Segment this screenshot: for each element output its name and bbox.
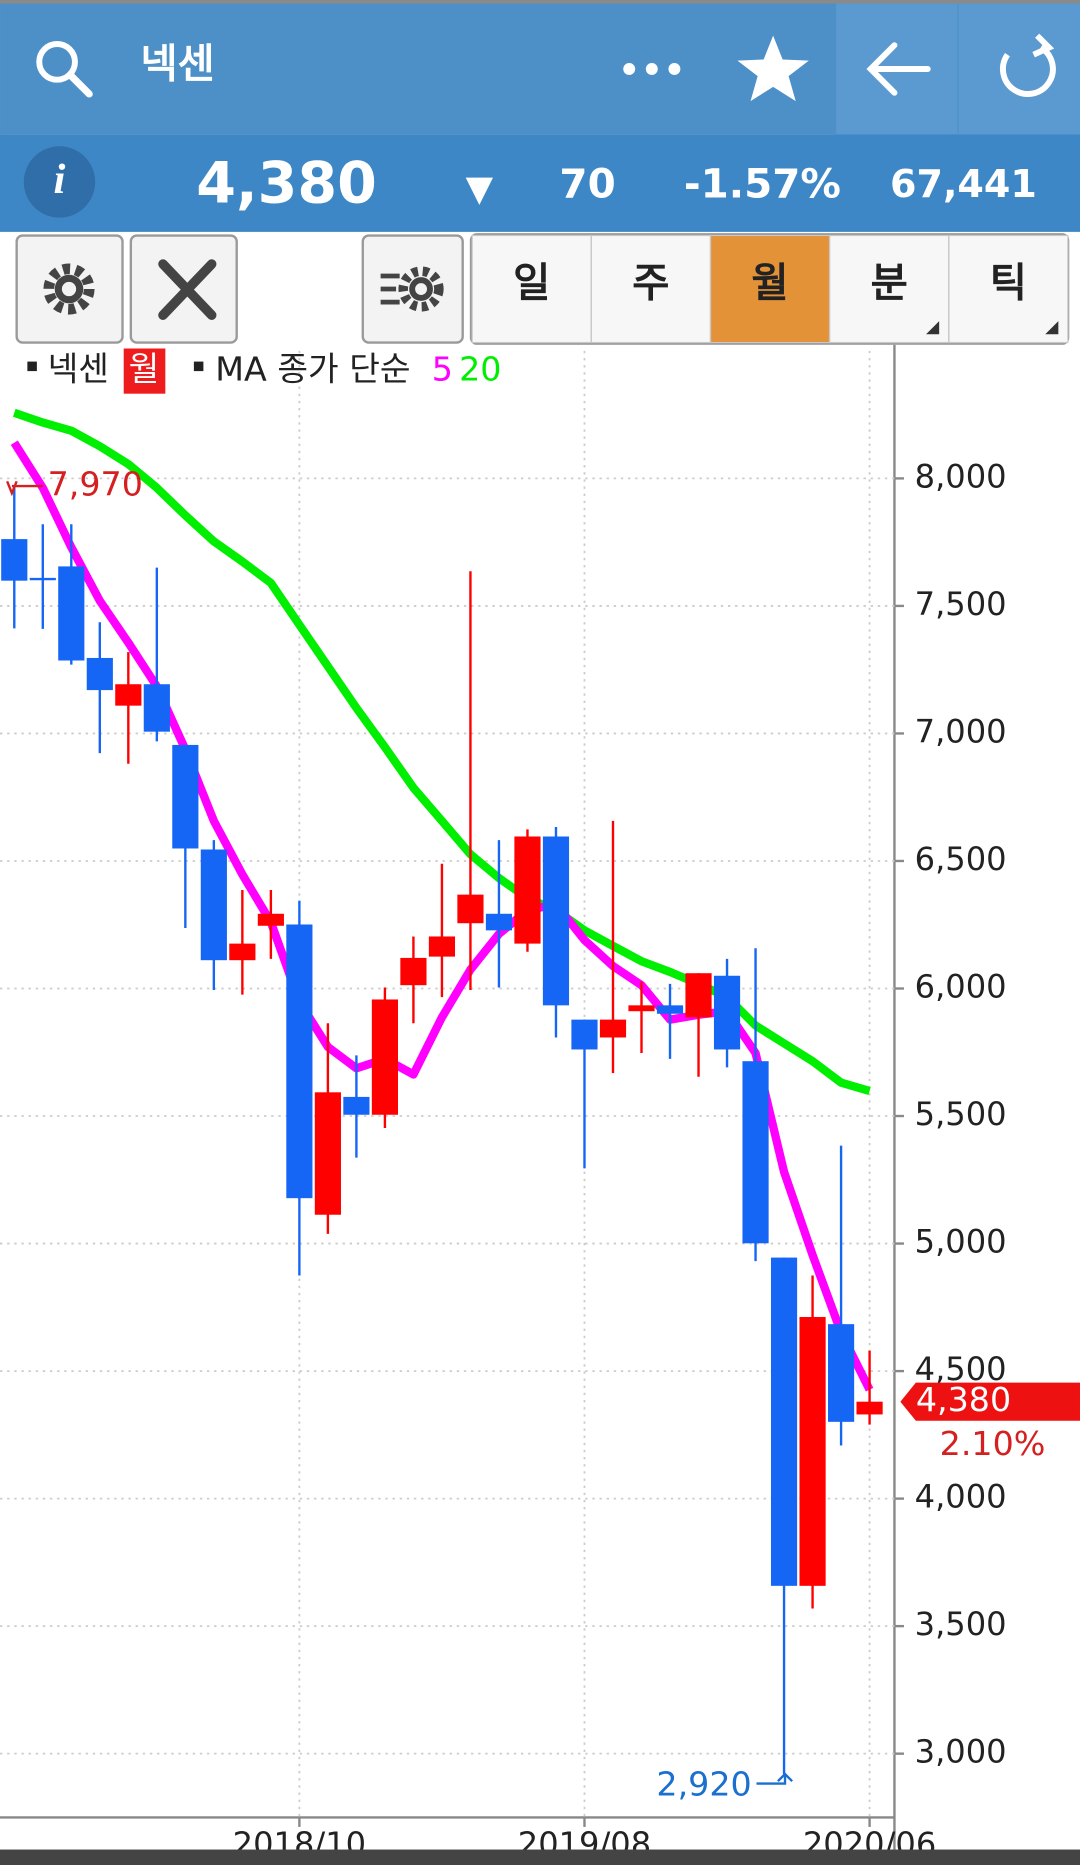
tab-label[interactable]: 분: [871, 258, 908, 306]
candle-body: [457, 894, 484, 924]
candle-body: [371, 999, 398, 1115]
y-tick-label: 3,500: [915, 1605, 1007, 1643]
more-button[interactable]: [623, 63, 681, 75]
candle-body: [827, 1324, 855, 1422]
change-sign: ▼: [466, 168, 494, 209]
candle-body: [656, 1005, 684, 1014]
y-tick-label: 3,000: [915, 1733, 1007, 1771]
candle-body: [29, 577, 56, 581]
max-label: 7,970: [48, 465, 143, 504]
candle-body: [571, 1019, 598, 1050]
min-label: 2,920: [656, 1764, 751, 1803]
y-tick-label: 7,500: [915, 585, 1007, 623]
tab[interactable]: [471, 234, 592, 344]
candle-body: [229, 943, 256, 961]
last-price-label: 4,380: [916, 1380, 1011, 1419]
last-price-tag: [900, 1382, 1080, 1421]
legend-square: [193, 361, 204, 372]
legend-period: 월: [129, 350, 160, 389]
candle-body: [628, 1005, 655, 1012]
y-tick-label: 6,000: [915, 968, 1007, 1006]
candle-body: [257, 913, 284, 926]
y-tick-label: 8,000: [915, 457, 1007, 495]
favorite-button[interactable]: [737, 35, 809, 102]
y-tick-label: 5,000: [915, 1223, 1007, 1261]
legend-badge: [123, 348, 166, 394]
tab[interactable]: [829, 234, 950, 344]
legend-indicator: MA 종가 단순: [215, 350, 410, 389]
candle-body: [200, 849, 227, 961]
candle-body: [400, 957, 427, 986]
candle-body: [542, 836, 570, 1006]
legend-ma: 20: [459, 350, 501, 389]
candle-body: [172, 744, 199, 849]
y-tick-label: 4,500: [915, 1350, 1007, 1388]
candle-body: [485, 913, 513, 931]
settings-button[interactable]: [15, 234, 124, 344]
candle-body: [86, 657, 113, 691]
change-rate: -1.57%: [684, 160, 841, 208]
quote-bar: [0, 134, 1080, 232]
candle-body: [856, 1401, 883, 1415]
tab[interactable]: [948, 234, 1069, 344]
candle-body: [286, 924, 313, 1199]
tab-label[interactable]: 월: [751, 258, 788, 306]
tab[interactable]: [590, 234, 711, 344]
candle-body: [115, 684, 142, 706]
refresh-arrow: [1032, 33, 1055, 58]
y-tick-label: 5,500: [915, 1095, 1007, 1133]
status-edge: [0, 0, 1080, 4]
tab-label[interactable]: 일: [513, 258, 550, 306]
price: 4,380: [196, 150, 377, 216]
info-button[interactable]: [23, 146, 96, 218]
candle-body: [713, 975, 741, 1050]
info-icon: i: [54, 156, 66, 203]
indicator-button[interactable]: [361, 234, 464, 344]
legend-square: [27, 361, 37, 372]
last-change-label: 2.10%: [940, 1424, 1046, 1463]
candle-body: [742, 1061, 769, 1244]
search-button[interactable]: [36, 41, 93, 98]
bottom-edge: [0, 1849, 1080, 1865]
plot: [1, 408, 883, 1775]
refresh-icon: [1000, 45, 1056, 97]
legend-label: 넥센: [48, 350, 109, 389]
candle-body: [514, 836, 541, 944]
candle-body: [143, 684, 170, 732]
candle-body: [1, 539, 28, 581]
min-arrow: [756, 1772, 793, 1785]
candle-body: [685, 973, 712, 1018]
stock-title[interactable]: 넥센: [140, 40, 214, 88]
candle-body: [770, 1257, 798, 1586]
refresh-button[interactable]: [958, 3, 1080, 135]
y-tick-label: 4,000: [915, 1478, 1007, 1516]
candle-body: [799, 1317, 826, 1586]
tab-label[interactable]: 주: [632, 258, 669, 306]
candle-body: [599, 1019, 627, 1038]
chart: 3,000 3,500 4,000 4,500 5,000 5,500 6,000 6,500…: [0, 344, 1080, 1863]
volume: 67,441: [890, 162, 1037, 206]
candle-body: [314, 1092, 341, 1215]
change: 70: [559, 160, 615, 208]
tab[interactable]: [709, 234, 831, 344]
tab-label[interactable]: 틱: [990, 258, 1027, 306]
max-arrow: [6, 480, 43, 497]
tools-button[interactable]: [129, 234, 238, 344]
y-tick-label: 7,000: [915, 712, 1007, 750]
candle-body: [343, 1096, 370, 1115]
plot-area: [0, 344, 1080, 1850]
legend-ma: 5: [432, 350, 453, 389]
candle-body: [428, 936, 456, 957]
candle-body: [58, 566, 85, 661]
back-icon: [866, 42, 931, 96]
y-tick-label: 6,500: [915, 840, 1007, 878]
